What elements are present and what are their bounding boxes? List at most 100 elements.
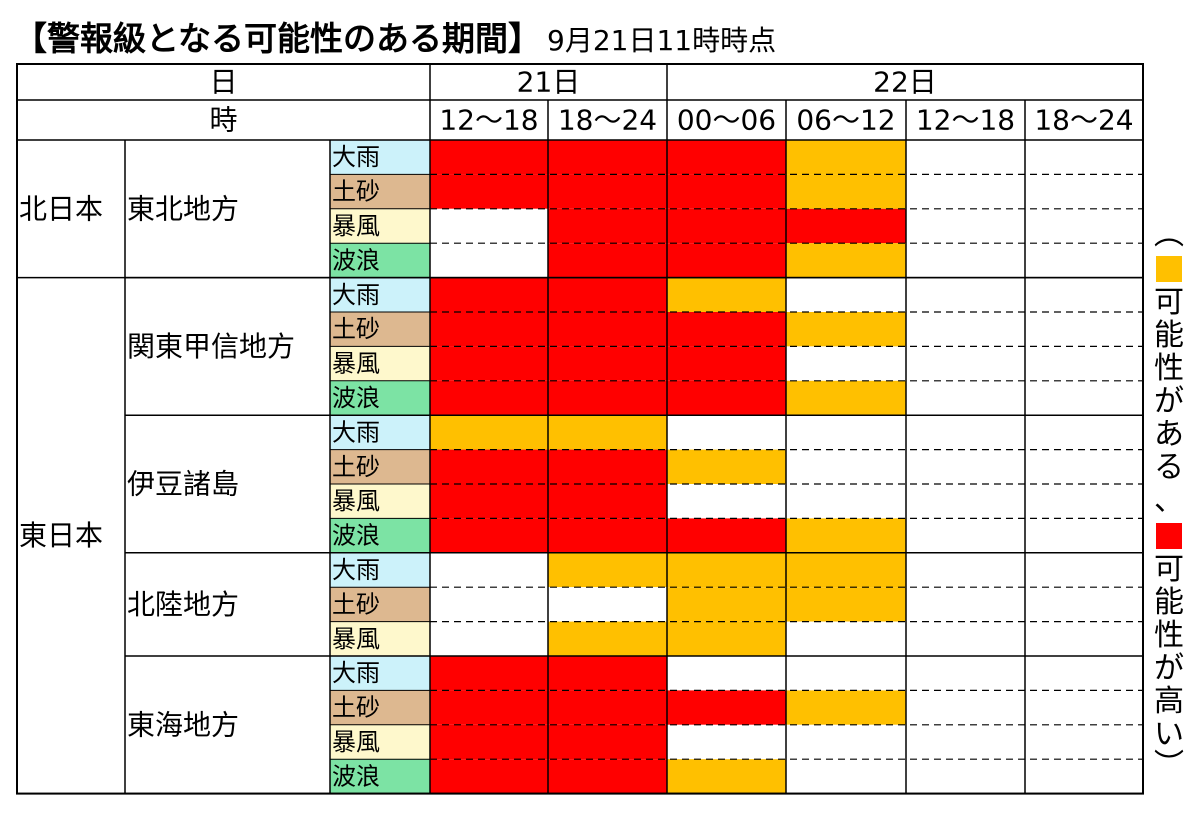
level-cell bbox=[786, 415, 906, 450]
legend-char: 、 bbox=[1154, 483, 1184, 518]
level-cell bbox=[430, 587, 548, 622]
level-cell bbox=[667, 380, 786, 416]
region-label: 東日本 bbox=[19, 519, 103, 552]
hazard-type-cell bbox=[330, 277, 430, 312]
level-cell bbox=[1025, 140, 1143, 175]
level-cell bbox=[667, 518, 786, 553]
level-cell bbox=[786, 587, 906, 622]
hazard-type-label: 波浪 bbox=[332, 246, 380, 274]
level-cell bbox=[786, 174, 906, 209]
level-cell bbox=[906, 621, 1025, 656]
level-cell bbox=[430, 243, 548, 278]
day-label: 22日 bbox=[873, 66, 937, 99]
level-cell bbox=[548, 380, 667, 416]
hazard-type-cell bbox=[330, 587, 430, 622]
hazard-type-label: 大雨 bbox=[332, 556, 380, 584]
level-cell bbox=[548, 690, 667, 725]
chart-title: 【警報級となる可能性のある期間】 bbox=[14, 19, 542, 58]
hazard-type-label: 土砂 bbox=[332, 315, 380, 343]
level-cell bbox=[667, 346, 786, 381]
level-cell bbox=[548, 346, 667, 381]
level-cell bbox=[667, 690, 786, 725]
legend-char: る bbox=[1154, 450, 1184, 485]
level-cell bbox=[906, 415, 1025, 450]
level-cell bbox=[786, 759, 906, 794]
period-label: 12～18 bbox=[439, 104, 538, 137]
level-cell bbox=[786, 690, 906, 725]
level-cell bbox=[430, 140, 548, 175]
level-cell bbox=[906, 243, 1025, 278]
hazard-type-cell bbox=[330, 621, 430, 656]
hazard-type-cell bbox=[330, 484, 430, 519]
level-cell bbox=[548, 656, 667, 691]
level-cell bbox=[430, 621, 548, 656]
hazard-type-label: 土砂 bbox=[332, 178, 380, 206]
legend: ︵ 可能性がある、 可能性が高い ︶ bbox=[1146, 220, 1192, 800]
level-cell bbox=[906, 759, 1025, 794]
level-cell bbox=[430, 312, 548, 347]
level-cell bbox=[786, 208, 906, 244]
area-label: 東北地方 bbox=[127, 192, 239, 225]
level-cell bbox=[786, 277, 906, 312]
hazard-type-label: 波浪 bbox=[332, 384, 380, 412]
legend-char: 能 bbox=[1154, 318, 1184, 353]
level-cell bbox=[430, 552, 548, 588]
level-cell bbox=[667, 415, 786, 450]
level-cell bbox=[906, 724, 1025, 760]
hazard-type-cell bbox=[330, 208, 430, 244]
hazard-type-label: 大雨 bbox=[332, 418, 380, 446]
legend-char: 可 bbox=[1154, 552, 1184, 587]
level-cell bbox=[667, 484, 786, 519]
hazard-type-cell bbox=[330, 312, 430, 347]
legend-char: あ bbox=[1154, 417, 1184, 452]
chart-title-block: 【警報級となる可能性のある期間】 9月21日11時時点 bbox=[14, 18, 776, 60]
level-cell bbox=[667, 312, 786, 347]
day-header-label: 日 bbox=[209, 66, 237, 99]
level-cell bbox=[667, 759, 786, 794]
hazard-type-label: 土砂 bbox=[332, 694, 380, 722]
level-cell bbox=[906, 312, 1025, 347]
hazard-type-cell bbox=[330, 415, 430, 450]
hazard-type-cell bbox=[330, 690, 430, 725]
hazard-type-cell bbox=[330, 346, 430, 381]
level-cell bbox=[1025, 724, 1143, 760]
level-cell bbox=[1025, 759, 1143, 794]
level-cell bbox=[906, 518, 1025, 553]
level-cell bbox=[786, 449, 906, 484]
level-cell bbox=[548, 208, 667, 244]
legend-open-paren: ︵ bbox=[1154, 217, 1184, 252]
legend-possible-swatch bbox=[1156, 256, 1182, 282]
hazard-type-label: 波浪 bbox=[332, 522, 380, 550]
level-cell bbox=[548, 552, 667, 588]
level-cell bbox=[906, 552, 1025, 588]
level-cell bbox=[548, 140, 667, 175]
level-cell bbox=[1025, 174, 1143, 209]
level-cell bbox=[786, 552, 906, 588]
legend-char: が bbox=[1154, 651, 1184, 686]
level-cell bbox=[1025, 552, 1143, 588]
level-cell bbox=[906, 380, 1025, 416]
period-label: 12～18 bbox=[916, 104, 1015, 137]
level-cell bbox=[786, 380, 906, 416]
level-cell bbox=[906, 449, 1025, 484]
level-cell bbox=[786, 656, 906, 691]
level-cell bbox=[1025, 484, 1143, 519]
level-cell bbox=[906, 140, 1025, 175]
level-cell bbox=[430, 346, 548, 381]
level-cell bbox=[1025, 690, 1143, 725]
hazard-type-label: 土砂 bbox=[332, 453, 380, 481]
hazard-type-cell bbox=[330, 724, 430, 760]
legend-possible-label: 可能性がある、 bbox=[1154, 286, 1184, 517]
hazard-type-label: 土砂 bbox=[332, 590, 380, 618]
level-cell bbox=[430, 174, 548, 209]
hazard-type-cell bbox=[330, 656, 430, 691]
hazard-type-cell bbox=[330, 518, 430, 553]
level-cell bbox=[906, 656, 1025, 691]
hazard-type-label: 大雨 bbox=[332, 143, 380, 171]
legend-char: い bbox=[1154, 717, 1184, 752]
level-cell bbox=[1025, 449, 1143, 484]
level-cell bbox=[430, 724, 548, 760]
level-cell bbox=[667, 243, 786, 278]
level-cell bbox=[548, 518, 667, 553]
